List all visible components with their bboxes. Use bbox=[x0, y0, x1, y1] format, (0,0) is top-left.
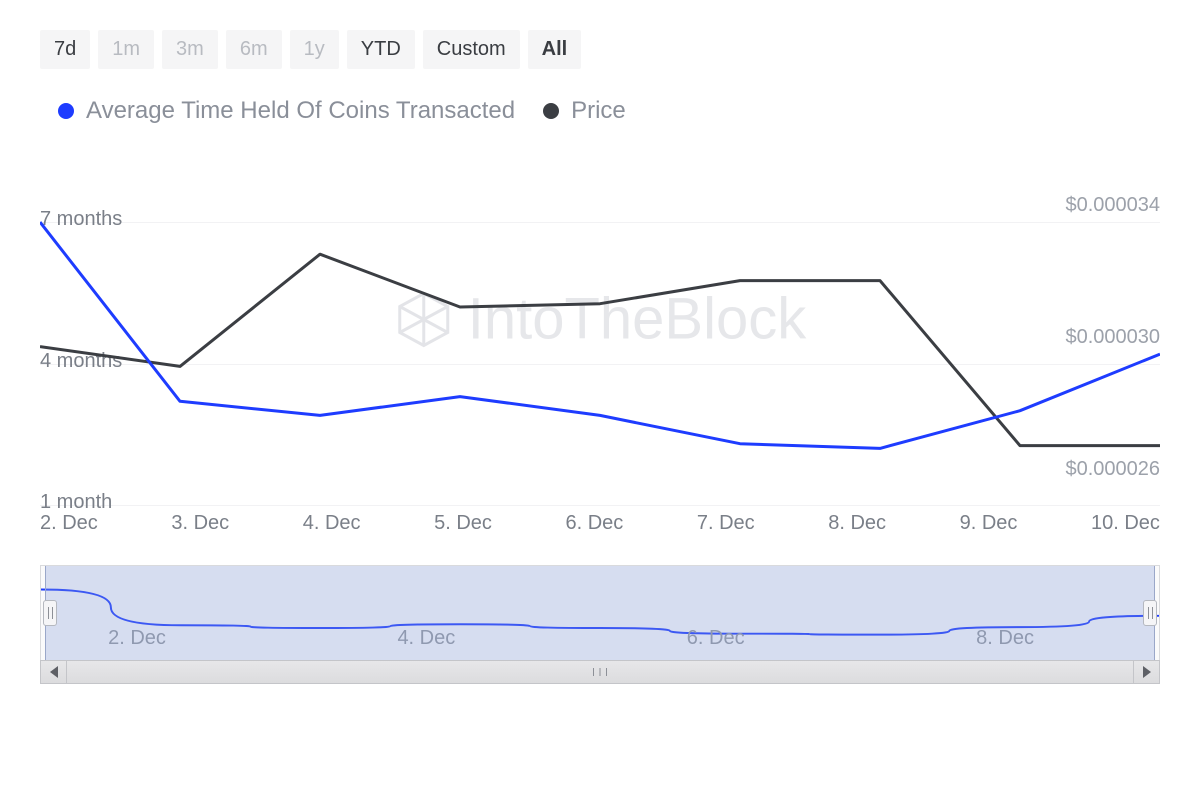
main-chart[interactable]: IntoTheBlock 7 months4 months1 month $0.… bbox=[40, 175, 1160, 535]
x-tick: 9. Dec bbox=[960, 512, 1018, 535]
navigator-handle-right[interactable] bbox=[1143, 600, 1157, 626]
range-tab-custom[interactable]: Custom bbox=[423, 30, 520, 69]
legend-dot-icon bbox=[58, 103, 74, 119]
arrow-right-icon bbox=[1143, 666, 1151, 678]
navigator-selection[interactable] bbox=[45, 566, 1155, 660]
range-tab-1m[interactable]: 1m bbox=[98, 30, 154, 69]
x-tick: 6. Dec bbox=[566, 512, 624, 535]
chart-plot bbox=[40, 175, 1160, 505]
legend-item-time-held[interactable]: Average Time Held Of Coins Transacted bbox=[58, 97, 515, 125]
arrow-left-icon bbox=[50, 666, 58, 678]
range-tab-6m[interactable]: 6m bbox=[226, 30, 282, 69]
chart-scrollbar[interactable] bbox=[40, 660, 1160, 684]
x-tick: 5. Dec bbox=[434, 512, 492, 535]
x-tick: 4. Dec bbox=[303, 512, 361, 535]
x-axis-labels: 2. Dec 3. Dec 4. Dec 5. Dec 6. Dec 7. Dec 8. D… bbox=[40, 508, 1160, 535]
legend-dot-icon bbox=[543, 103, 559, 119]
range-tab-1y[interactable]: 1y bbox=[290, 30, 339, 69]
range-tab-all[interactable]: All bbox=[528, 30, 582, 69]
x-tick: 7. Dec bbox=[697, 512, 755, 535]
legend-item-price[interactable]: Price bbox=[543, 97, 626, 125]
x-tick: 8. Dec bbox=[828, 512, 886, 535]
x-tick: 10. Dec bbox=[1091, 512, 1160, 535]
x-tick: 2. Dec bbox=[40, 512, 98, 535]
time-range-tabs: 7d 1m 3m 6m 1y YTD Custom All bbox=[40, 30, 1160, 69]
x-tick: 3. Dec bbox=[171, 512, 229, 535]
range-tab-ytd[interactable]: YTD bbox=[347, 30, 415, 69]
chart-legend: Average Time Held Of Coins Transacted Pr… bbox=[40, 97, 1160, 125]
legend-label: Average Time Held Of Coins Transacted bbox=[86, 97, 515, 125]
navigator-handle-left[interactable] bbox=[43, 600, 57, 626]
legend-label: Price bbox=[571, 97, 626, 125]
chart-navigator[interactable]: 2. Dec4. Dec6. Dec8. Dec bbox=[40, 565, 1160, 660]
range-tab-7d[interactable]: 7d bbox=[40, 30, 90, 69]
range-tab-3m[interactable]: 3m bbox=[162, 30, 218, 69]
scrollbar-grip-icon bbox=[593, 668, 607, 676]
scrollbar-track[interactable] bbox=[67, 661, 1133, 683]
